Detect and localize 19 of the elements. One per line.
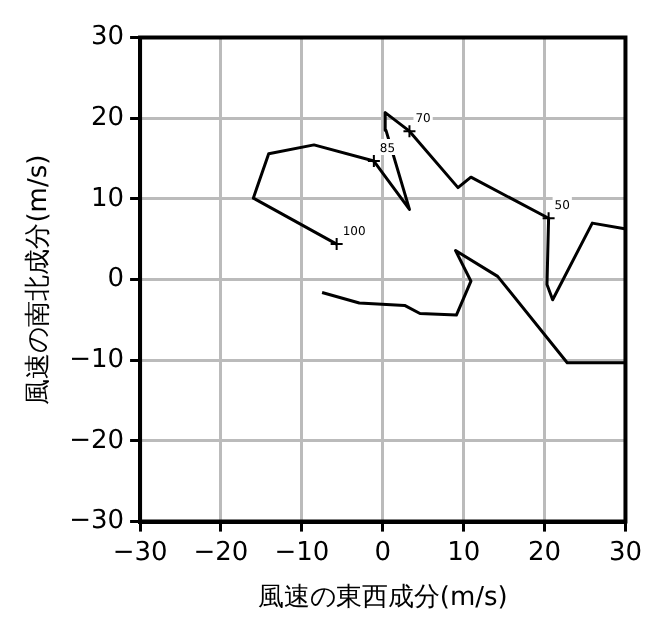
- x-tick-label: −30: [112, 537, 168, 568]
- point: [366, 154, 381, 169]
- point: [329, 237, 344, 252]
- point: [402, 124, 417, 139]
- y-tick-label: −20: [69, 425, 125, 456]
- x-tick-label: −10: [274, 537, 330, 568]
- x-tick-label: −20: [193, 537, 249, 568]
- y-axis-title: 風速の南北成分(m/s): [24, 154, 55, 405]
- x-tick-label: 10: [447, 537, 481, 568]
- y-tick-label: 30: [90, 22, 125, 53]
- x-tick-label: 20: [528, 537, 562, 568]
- y-tick-label: 0: [107, 264, 125, 295]
- y-tick-label: 20: [90, 103, 125, 134]
- y-tick-label: −30: [69, 506, 125, 537]
- y-tick-label: 10: [90, 183, 125, 214]
- x-tick-label: 30: [608, 537, 642, 568]
- x-axis-title: 風速の東西成分(m/s): [257, 583, 508, 614]
- x-tick-label: 0: [374, 537, 392, 568]
- y-tick-label: −10: [69, 345, 125, 376]
